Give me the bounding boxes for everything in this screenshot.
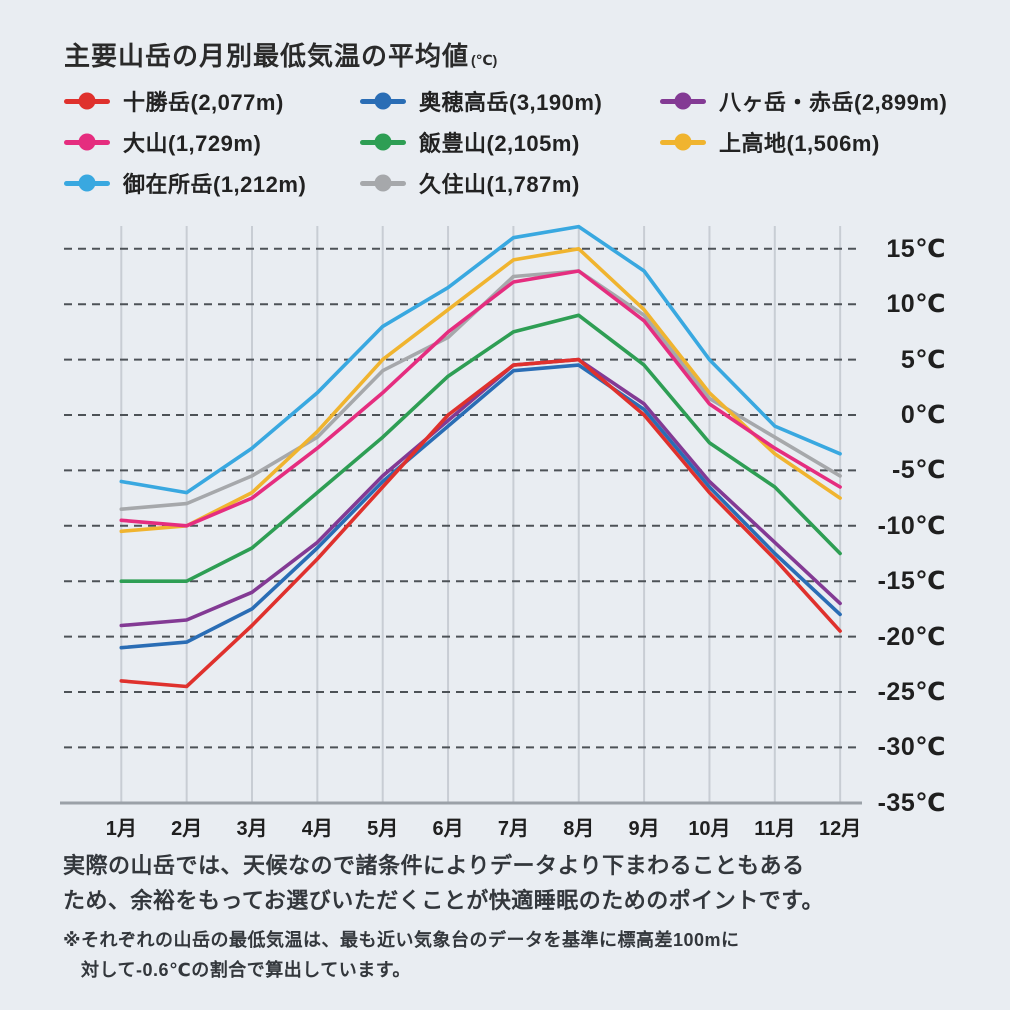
x-tick-label: 11月 [754,818,796,840]
legend-marker-icon [64,133,110,151]
legend-dot-icon [78,92,96,110]
legend-marker-icon [64,92,110,110]
legend-dot-icon [78,133,96,151]
x-tick-label: 10月 [688,818,731,840]
series-line [119,357,842,689]
legend-marker-icon [660,92,706,110]
legend-item-3: 大山(1,729m) [64,125,360,159]
y-tick-label: -20℃ [877,622,946,651]
x-tick-label: 4月 [301,818,333,840]
x-tick-label: 6月 [432,818,464,840]
legend-label: 御在所岳(1,212m) [123,172,307,197]
legend-marker-icon [360,133,406,151]
x-tick-label: 9月 [628,818,660,840]
legend-label: 奥穂高岳(3,190m) [419,90,603,115]
y-tick-label: -5℃ [891,456,946,485]
y-tick-label: 5℃ [900,345,946,374]
legend-label: 十勝岳(2,077m) [123,90,284,115]
note-body: 実際の山岳では、天候なので諸条件によりデータより下まわることもある ため、余裕を… [63,853,825,914]
y-tick-label: 0℃ [900,401,946,429]
legend-dot-icon [374,174,392,192]
legend-dot-icon [674,133,692,151]
legend-label: 久住山(1,787m) [419,172,580,197]
legend-item-7: 久住山(1,787m) [360,166,660,200]
x-tick-label: 5月 [367,818,399,840]
x-tick-label: 12月 [819,818,862,840]
y-tick-label: 10℃ [886,290,946,319]
legend-dot-icon [78,174,96,192]
legend-marker-icon [360,174,406,192]
legend-item-4: 飯豊山(2,105m) [360,125,660,159]
y-tick-label: 15℃ [886,234,946,263]
legend-item-0: 十勝岳(2,077m) [64,84,360,118]
legend-item-1: 奥穂高岳(3,190m) [360,84,660,118]
legend: 十勝岳(2,077m) 奥穂高岳(3,190m) 八ヶ岳・赤岳(2,899m) 大山(… [64,84,964,200]
x-tick-label: 2月 [171,818,203,840]
y-tick-label: -10℃ [877,511,946,540]
legend-label: 飯豊山(2,105m) [419,131,580,156]
chart-title-unit: (℃) [471,52,498,68]
page-title: 主要山岳の月別最低気温の平均値 (℃) [64,36,497,73]
legend-label: 八ヶ岳・赤岳(2,899m) [719,90,948,115]
chart-title: 主要山岳の月別最低気温の平均値 [64,41,470,71]
x-tick-label: 3月 [236,818,268,840]
series-line [119,363,842,650]
legend-item-6: 御在所岳(1,212m) [64,166,360,200]
legend-label: 大山(1,729m) [123,131,262,156]
x-tick-label: 8月 [563,818,595,840]
y-tick-label: -25℃ [877,678,946,706]
note-footnote: ※それぞれの山岳の最低気温は、最も近い気象台のデータを基準に標高差100mに 対… [63,930,740,980]
x-tick-label: 7月 [497,818,529,840]
legend-marker-icon [660,133,706,151]
series-line [119,247,842,534]
legend-marker-icon [360,92,406,110]
x-tick-label: 1月 [105,818,137,840]
legend-dot-icon [674,92,692,110]
series-line [119,224,842,495]
legend-item-5: 上高地(1,506m) [660,125,964,159]
y-tick-label: -30℃ [877,733,946,762]
legend-item-2: 八ヶ岳・赤岳(2,899m) [660,84,964,118]
legend-dot-icon [374,133,392,151]
y-tick-label: -35℃ [877,788,946,817]
legend-label: 上高地(1,506m) [719,131,880,156]
legend-dot-icon [374,92,392,110]
series-line [119,313,842,584]
series-line [119,357,842,628]
y-tick-label: -15℃ [877,567,946,596]
legend-marker-icon [64,174,110,192]
series-line [119,269,842,528]
